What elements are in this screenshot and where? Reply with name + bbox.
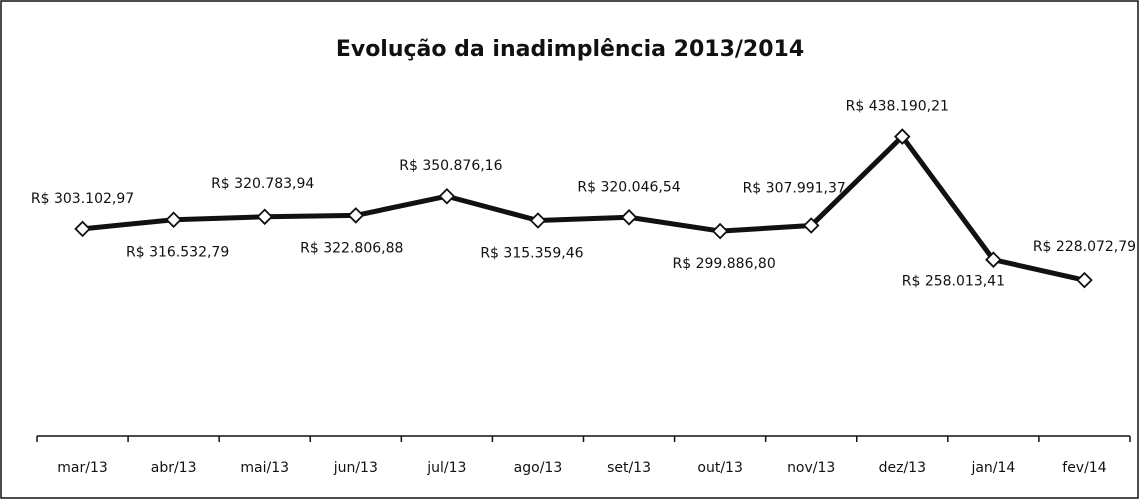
x-tick-label: fev/14: [1062, 460, 1106, 476]
x-tick-label: mai/13: [240, 460, 289, 476]
x-tick-label: set/13: [607, 460, 651, 476]
chart-title: Evolução da inadimplência 2013/2014: [336, 37, 804, 62]
x-tick-label: jul/13: [426, 460, 466, 476]
data-label: R$ 315.359,46: [480, 246, 583, 262]
x-tick-label: dez/13: [879, 460, 926, 476]
point-marker: [985, 251, 1002, 268]
point-marker: [529, 212, 547, 229]
data-label: R$ 316.532,79: [126, 245, 229, 261]
data-label: R$ 299.886,80: [673, 256, 776, 272]
data-label: R$ 320.046,54: [577, 179, 680, 195]
data-label: R$ 322.806,88: [300, 240, 403, 256]
data-label: R$ 228.072,79: [1033, 239, 1136, 255]
point-marker: [711, 222, 729, 240]
point-marker: [620, 209, 638, 226]
x-tick-label: jun/13: [333, 460, 378, 476]
point-marker: [165, 211, 182, 228]
series-line: [82, 134, 1086, 283]
point-marker: [347, 207, 365, 224]
x-tick-label: abr/13: [151, 460, 197, 476]
data-label: R$ 438.190,21: [846, 99, 949, 115]
x-tick-label: out/13: [697, 460, 742, 476]
point-marker: [1076, 271, 1093, 289]
data-label: R$ 258.013,41: [902, 274, 1005, 290]
point-marker: [438, 187, 456, 205]
data-label: R$ 307.991,37: [743, 181, 846, 197]
x-tick-label: mar/13: [57, 460, 108, 476]
x-tick-label: ago/13: [514, 460, 563, 476]
point-marker: [894, 128, 911, 145]
point-marker: [256, 208, 273, 226]
point-marker: [802, 217, 820, 234]
point-marker: [74, 220, 91, 238]
data-label: R$ 320.783,94: [211, 176, 314, 192]
x-tick-label: jan/14: [970, 460, 1015, 476]
x-tick-label: nov/13: [787, 460, 835, 476]
data-label: R$ 350.876,16: [399, 158, 502, 174]
data-label: R$ 303.102,97: [31, 191, 134, 207]
